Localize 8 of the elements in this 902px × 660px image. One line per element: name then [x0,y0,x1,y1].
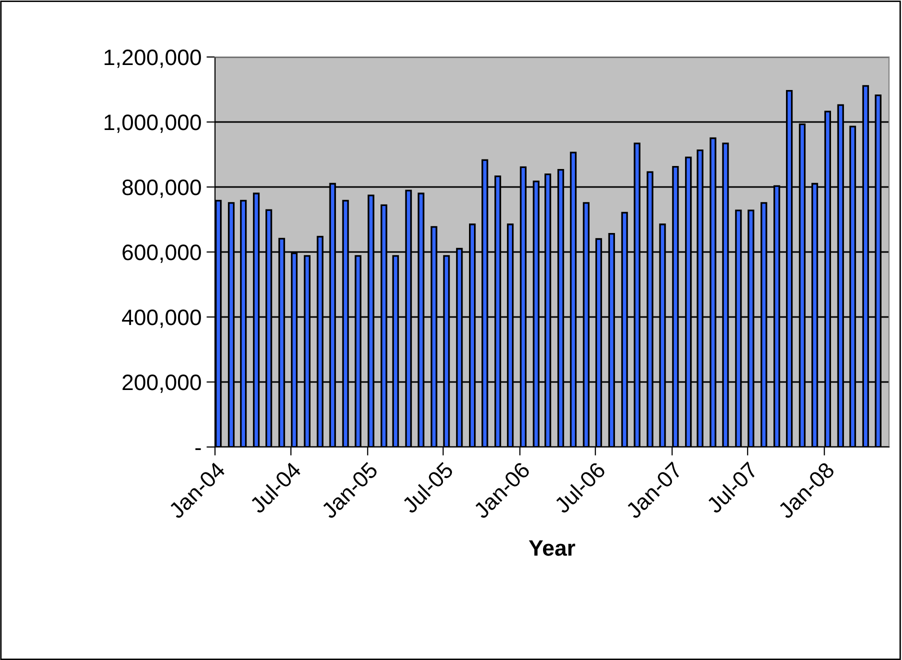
y-tick-label: 800,000 [122,180,201,198]
y-tick-label: - [195,448,201,450]
y-tick-label: 400,000 [122,310,201,328]
y-tick-label: 200,000 [122,374,201,393]
y-tick-label: 1,000,000 [104,114,201,133]
x-axis-title: Year [528,540,576,556]
y-tick-label: 600,000 [122,244,201,263]
y-tick-label: 1,200,000 [104,50,201,68]
